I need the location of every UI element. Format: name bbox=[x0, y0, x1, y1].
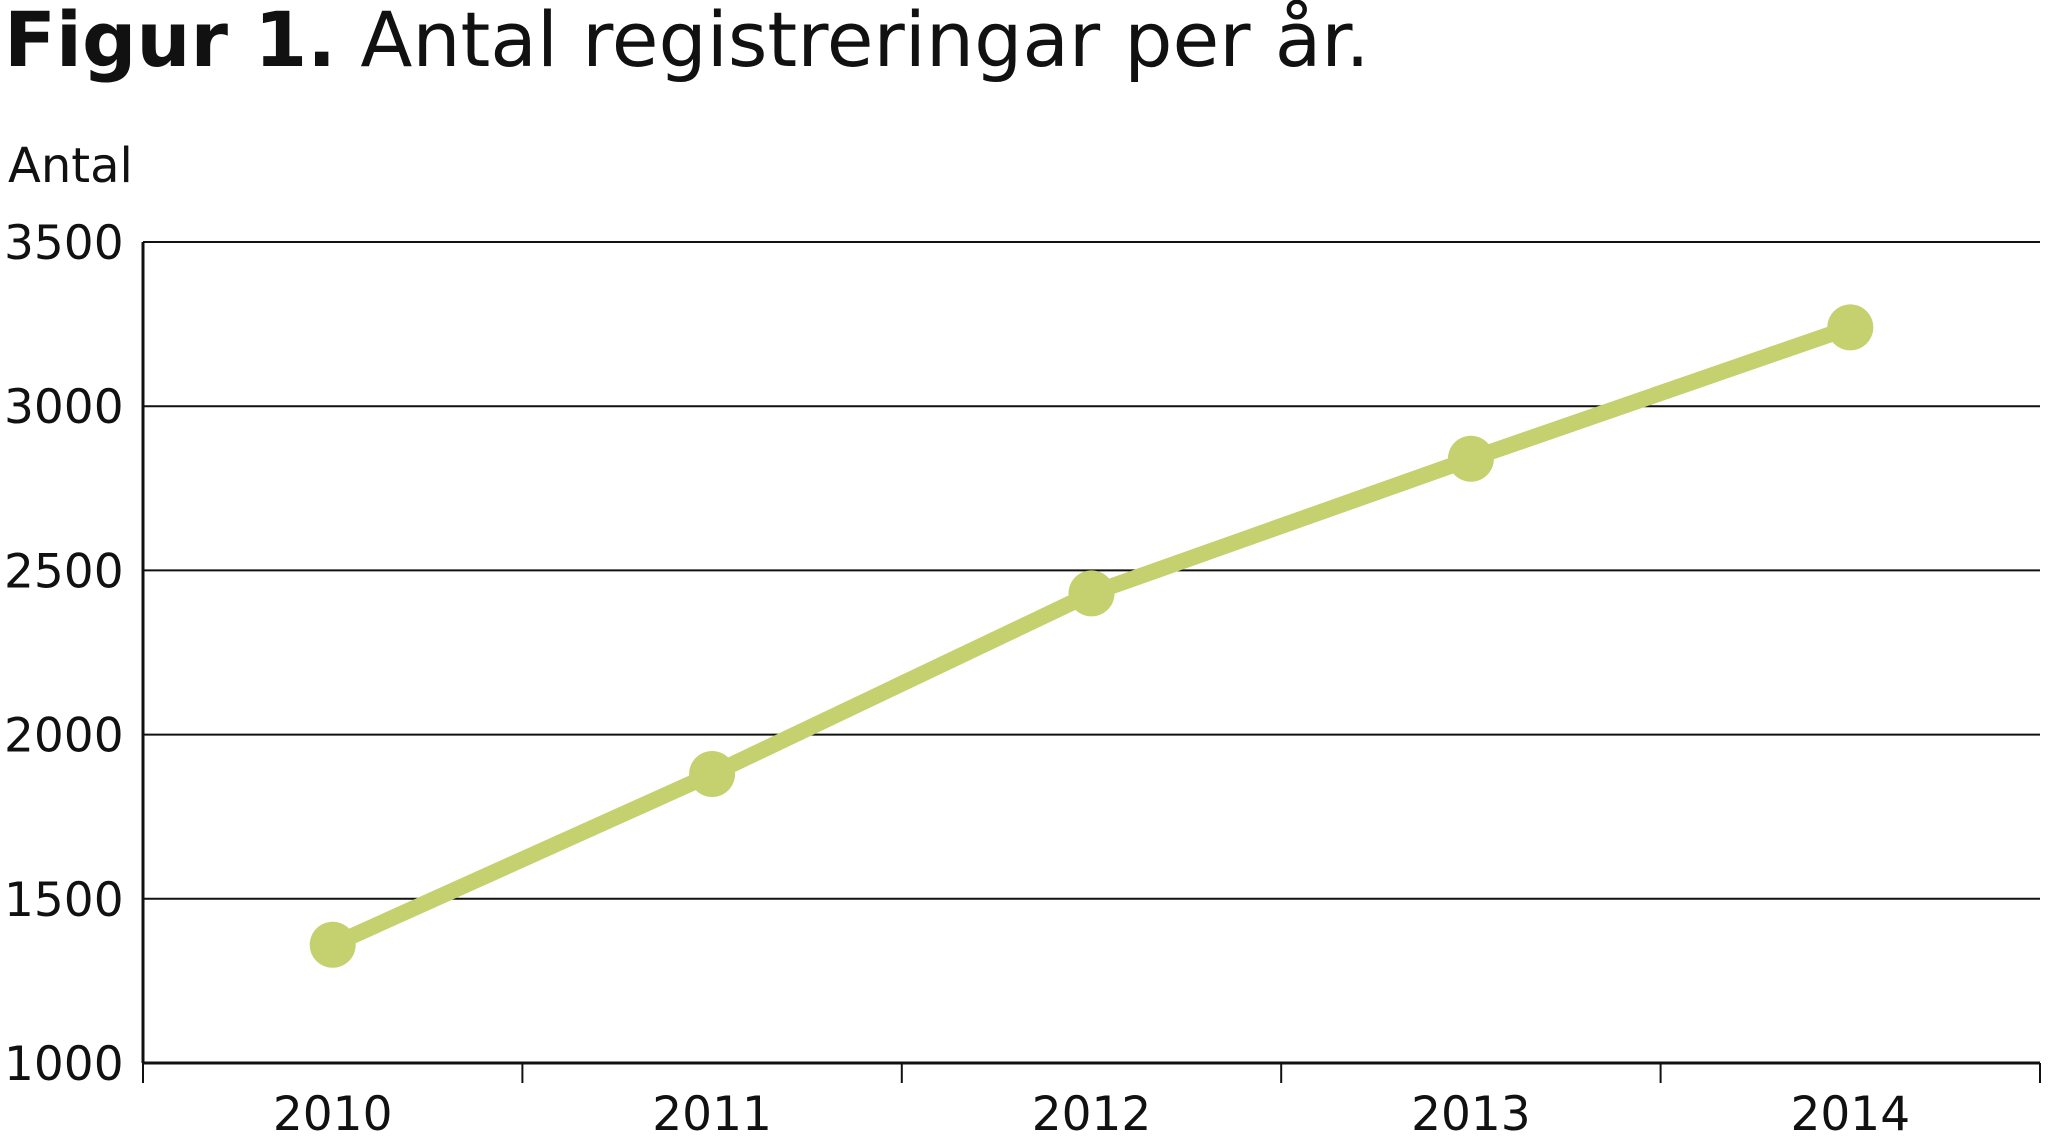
data-point-2014 bbox=[1827, 304, 1874, 351]
x-tick-label-2013: 2013 bbox=[1411, 1087, 1531, 1142]
y-tick-label-1000: 1000 bbox=[4, 1037, 124, 1092]
data-point-2010 bbox=[309, 921, 356, 968]
series-group bbox=[309, 304, 1874, 968]
x-tick-label-2014: 2014 bbox=[1790, 1087, 1910, 1142]
data-point-2011 bbox=[689, 751, 736, 798]
chart-title: Figur 1. Antal registreringar per år. bbox=[4, 0, 1370, 80]
x-tick-label-2011: 2011 bbox=[652, 1087, 772, 1142]
chart-title-rest: Antal registreringar per år. bbox=[336, 0, 1370, 84]
data-point-2012 bbox=[1068, 570, 1115, 617]
x-tick-label-2012: 2012 bbox=[1032, 1087, 1152, 1142]
chart-title-bold: Figur 1. bbox=[4, 0, 337, 84]
y-tick-label-2500: 2500 bbox=[4, 544, 124, 599]
data-point-2013 bbox=[1447, 435, 1494, 482]
y-tick-label-3000: 3000 bbox=[4, 380, 124, 435]
y-tick-labels: 1000 1500 2000 2500 3000 3500 bbox=[4, 216, 124, 1092]
y-axis-title: Antal bbox=[8, 138, 133, 194]
y-tick-label-2000: 2000 bbox=[4, 709, 124, 764]
x-axis: 2010 2011 2012 2013 2014 bbox=[141, 242, 2041, 1142]
y-tick-label-1500: 1500 bbox=[4, 873, 124, 928]
series-line-0 bbox=[324, 319, 1859, 953]
x-tick-label-2010: 2010 bbox=[273, 1087, 393, 1142]
y-tick-label-3500: 3500 bbox=[4, 216, 124, 271]
